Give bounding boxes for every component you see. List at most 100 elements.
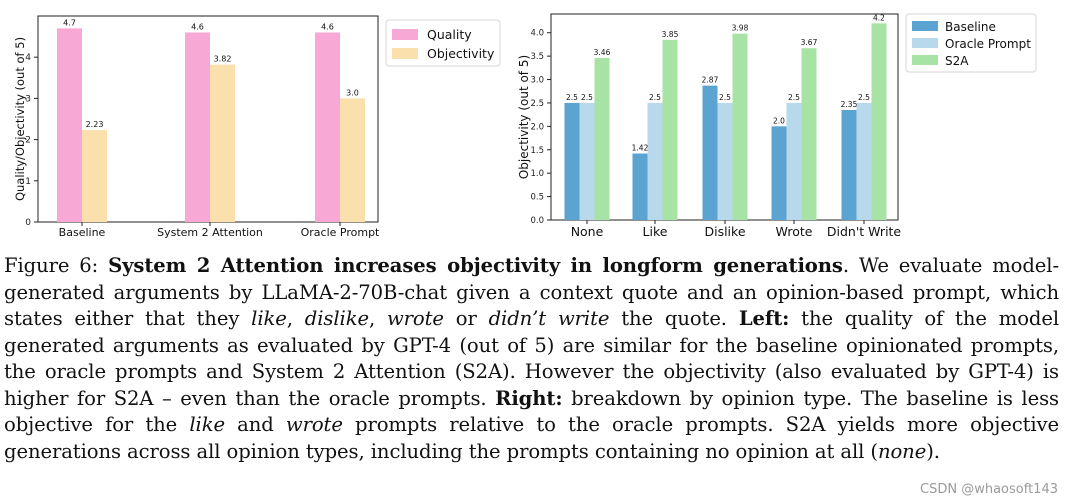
y-tick-label: 3.0 [530,76,544,86]
watermark: CSDN @whaosoft143 [920,482,1058,497]
bar-objectivity-system-2-attention [210,64,235,222]
legend-swatch-oracle-prompt [912,38,938,48]
data-label-oracle-prompt-didn-t-write: 2.5 [858,93,870,102]
y-tick-label: 2.5 [530,99,544,109]
legend-label-baseline: Baseline [945,20,996,34]
data-label-oracle-prompt-wrote: 2.5 [788,93,800,102]
legend-swatch-s2a [912,55,938,65]
caption-em: wrote [386,307,444,330]
bar-objectivity-oracle-prompt [340,98,365,222]
caption-em: didn’t write [488,307,610,330]
data-label-quality-baseline: 4.7 [63,18,76,27]
caption-right-label: Right: [495,386,563,410]
figure-caption: Figure 6: System 2 Attention increases o… [4,253,1059,465]
x-tick-label-oracle-prompt: Oracle Prompt [301,226,380,239]
caption-text: the quality of the model generated argum… [4,307,1060,410]
caption-left-label: Left: [738,307,790,330]
y-tick-label: 1 [25,177,31,187]
left-y-axis-label: Quality/Objectivity (out of 5) [13,37,27,201]
x-tick-label-system-2-attention: System 2 Attention [157,226,263,239]
bar-s2a-wrote [801,48,817,220]
data-label-quality-oracle-prompt: 4.6 [321,22,334,31]
x-tick-label-none: None [571,224,604,239]
x-tick-label-baseline: Baseline [59,226,106,239]
data-label-s2a-wrote: 3.67 [801,38,818,47]
y-tick-label: 2.0 [530,122,544,132]
data-label-baseline-none: 2.5 [566,93,578,102]
legend-swatch-objectivity [392,48,418,59]
caption-text: the quote. [609,307,739,330]
caption-em: wrote [285,413,343,436]
caption-text: breakdown by opinion type. The baseline … [4,386,1059,437]
bar-s2a-dislike [732,33,748,220]
bar-quality-oracle-prompt [315,32,340,223]
caption-em: none [877,439,927,463]
legend-swatch-quality [392,29,418,40]
x-tick-label-like: Like [643,224,668,239]
caption-lead: Figure 6: [4,254,109,277]
bar-baseline-didn-t-write [841,109,857,220]
right-y-ticks: 0.0 0.5 1.0 1.5 2.0 2.5 3.0 3.5 4.0 [530,29,551,226]
bar-oracle-prompt-none [579,102,595,220]
left-y-ticks: 0 1 2 3 4 [25,53,38,228]
bar-s2a-didn-t-write [871,23,887,221]
caption-text: , [286,307,305,330]
caption-title: System 2 Attention increases objectivity… [108,254,843,277]
y-tick-label: 0 [25,218,31,228]
y-tick-label: 3.5 [530,52,544,62]
legend-label-objectivity: Objectivity [427,46,495,61]
bar-objectivity-baseline [82,130,107,222]
left-legend: Quality Objectivity [385,19,501,67]
legend-swatch-baseline [912,21,938,31]
caption-text: , [368,307,387,330]
right-legend: Baseline Oracle Prompt S2A [905,13,1037,73]
bar-oracle-prompt-dislike [717,102,733,220]
data-label-quality-system-2-attention: 4.6 [191,22,204,31]
x-tick-label-didn-t-write: Didn't Write [827,224,902,239]
bar-oracle-prompt-like [647,102,663,220]
bar-baseline-none [564,102,580,220]
x-tick-label-dislike: Dislike [704,224,745,239]
data-label-objectivity-system-2-attention: 3.82 [214,55,232,64]
data-label-s2a-like: 3.85 [662,30,679,39]
caption-text: prompts relative to the oracle prompts. … [4,413,1059,463]
y-tick-label: 1.5 [530,146,544,156]
legend-label-oracle-prompt: Oracle Prompt [945,37,1031,51]
caption-text: or [443,307,489,330]
y-tick-label: 3 [25,94,31,104]
left-chart: 0 1 2 3 4 4.7 2.23 4.6 3.82 4.6 3.0 Baseline Syste… [13,15,501,239]
x-tick-label-wrote: Wrote [776,224,813,239]
right-bars: 2.5 2.53.461.422.53.852.872.53.982.02.53.… [564,13,887,221]
caption-text: . We evaluate model-generated arguments … [4,254,1059,330]
legend-label-s2a: S2A [945,54,969,68]
y-tick-label: 0.0 [530,216,544,226]
bar-baseline-dislike [702,85,718,220]
data-label-s2a-dislike: 3.98 [732,24,749,33]
bar-s2a-like [662,39,678,220]
caption-em: like [189,413,225,436]
y-tick-label: 4.0 [530,29,544,39]
legend-label-quality: Quality [427,27,472,42]
bar-quality-baseline [57,28,82,222]
data-label-oracle-prompt-none: 2.5 [581,93,593,102]
y-tick-label: 1.0 [530,169,544,179]
left-bars: 4.7 2.23 4.6 3.82 4.6 3.0 [57,18,365,223]
data-label-oracle-prompt-dislike: 2.5 [719,93,731,102]
bar-baseline-wrote [771,126,787,220]
data-label-objectivity-oracle-prompt: 3.0 [346,88,359,97]
bar-oracle-prompt-wrote [786,102,802,220]
bar-s2a-none [594,58,610,220]
data-label-objectivity-baseline: 2.23 [86,120,104,129]
y-tick-label: 4 [25,53,31,63]
data-label-oracle-prompt-like: 2.5 [649,93,661,102]
data-label-baseline-dislike: 2.87 [702,76,719,85]
left-x-labels: Baseline System 2 Attention Oracle Prompt [59,222,380,239]
y-tick-label: 2 [25,136,31,146]
y-tick-label: 0.5 [530,193,544,203]
data-label-s2a-none: 3.46 [594,48,611,57]
data-label-baseline-didn-t-write: 2.35 [841,100,858,109]
data-label-s2a-didn-t-write: 4.2 [873,13,885,22]
bar-quality-system-2-attention [185,32,210,223]
caption-em: like [251,307,287,330]
